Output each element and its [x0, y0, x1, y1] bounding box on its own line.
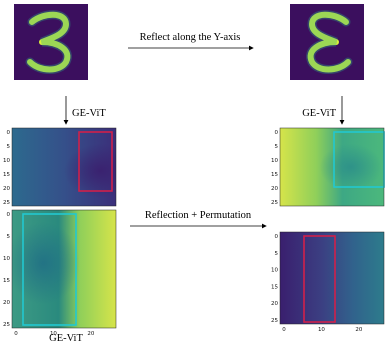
reflect-arrow: Reflect along the Y-axis [128, 32, 254, 51]
y-tick-label: 15 [3, 172, 10, 178]
heatmap-right-bottom [279, 231, 385, 325]
highlight-box-cyan [22, 213, 77, 326]
y-tick-label: 5 [275, 144, 279, 150]
y-tick-label: 0 [7, 212, 11, 218]
y-tick-label: 25 [271, 200, 278, 206]
y-tick-label: 20 [3, 186, 10, 192]
y-tick-label: 20 [271, 186, 278, 192]
highlight-box-red [78, 131, 113, 192]
heatmap-left-top [11, 127, 117, 207]
right-model-label: GE-ViT [302, 108, 336, 119]
input-digit-image [14, 4, 88, 80]
y-tick-label: 5 [7, 144, 11, 150]
y-tick-label: 10 [3, 256, 10, 262]
left-model-label: GE-ViT [72, 108, 106, 119]
y-tick-label: 0 [7, 130, 11, 136]
y-tick-label: 25 [3, 322, 10, 328]
y-tick-label: 20 [271, 301, 278, 307]
y-tick-label: 5 [7, 234, 11, 240]
left-model-arrow: GE-ViT [63, 96, 106, 125]
y-tick-label: 5 [275, 251, 279, 257]
y-tick-label: 10 [271, 158, 278, 164]
digit-three-stroke [27, 11, 71, 73]
reflect-arrow-label: Reflect along the Y-axis [140, 32, 241, 43]
right-model-arrow: GE-ViT [302, 96, 345, 125]
mirrored-digit-stroke [307, 11, 351, 73]
highlight-box-red [303, 235, 336, 323]
y-tick-label: 10 [271, 268, 278, 274]
x-tick-label: 20 [87, 331, 94, 337]
reflection-permutation-arrow: Reflection + Permutation [130, 210, 267, 229]
x-tick-label: 10 [50, 331, 57, 337]
reflected-digit-image [290, 4, 364, 80]
y-tick-label: 0 [275, 130, 279, 136]
y-tick-label: 15 [271, 172, 278, 178]
heatmap-left-bottom [11, 209, 117, 329]
bottom-model-label: GE-ViT [49, 333, 83, 344]
x-tick-label: 20 [355, 327, 362, 333]
reflection-permutation-label: Reflection + Permutation [145, 210, 252, 221]
y-tick-label: 0 [275, 234, 279, 240]
x-tick-label: 0 [282, 327, 286, 333]
y-tick-label: 15 [3, 278, 10, 284]
heatmap-tick-labels: 0 5 10 15 20 25 0 5 10 15 20 25 0 10 20 0 5 10 15 20 25 0 5 10 1… [3, 130, 363, 337]
y-tick-label: 25 [271, 318, 278, 324]
y-tick-label: 10 [3, 158, 10, 164]
heatmap-right-top [279, 127, 385, 207]
x-tick-label: 10 [318, 327, 325, 333]
y-tick-label: 20 [3, 300, 10, 306]
y-tick-label: 25 [3, 200, 10, 206]
x-tick-label: 0 [14, 331, 18, 337]
y-tick-label: 15 [271, 284, 278, 290]
